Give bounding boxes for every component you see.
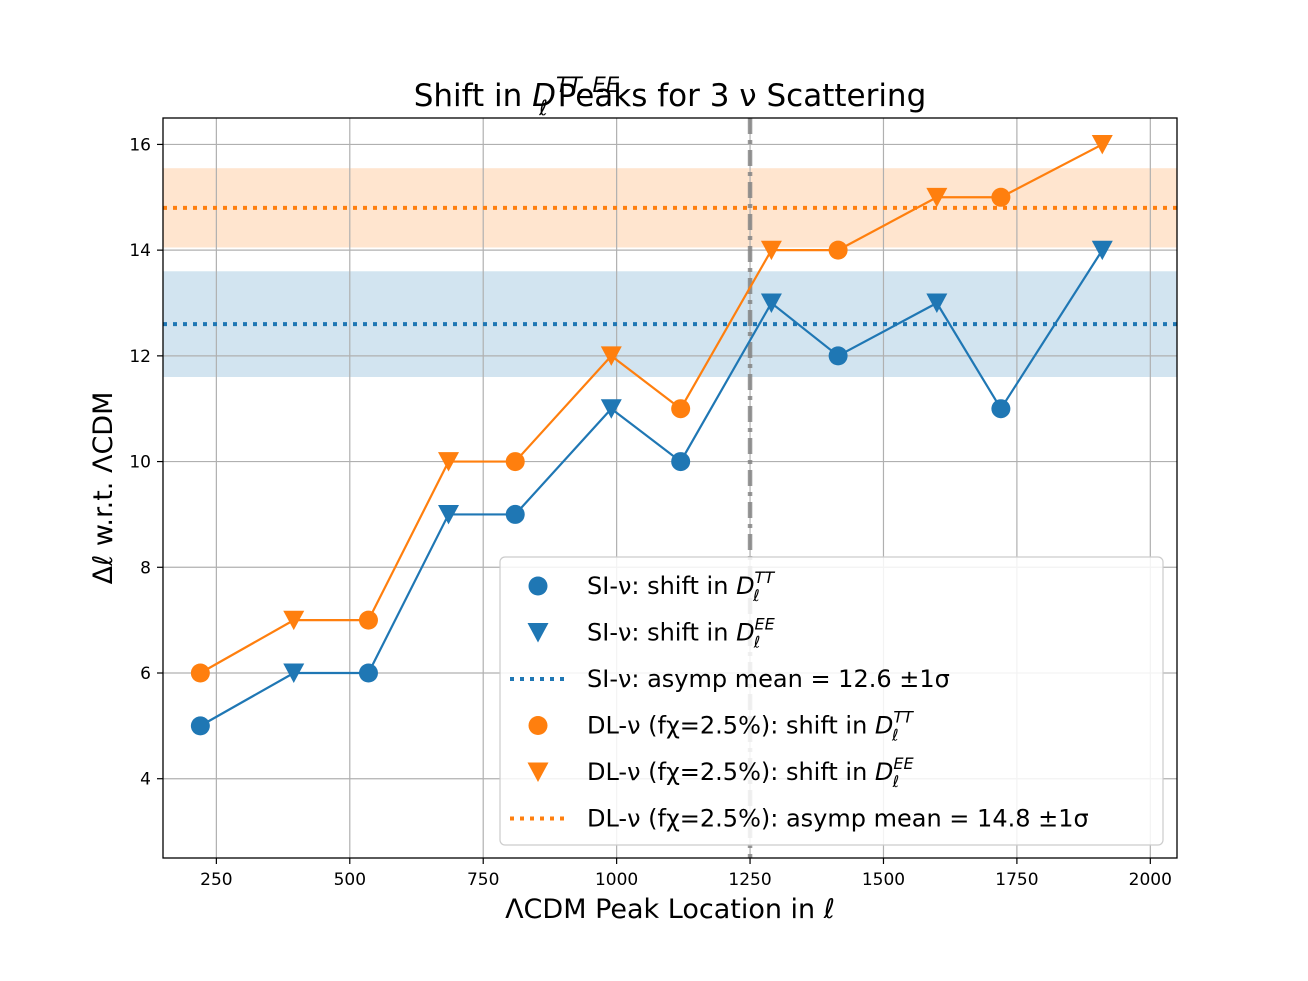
ticks-layer: 250 500 750 1000 1250 1500 1750 2000 4 6 8 10 12 14 16… — [88, 135, 1172, 925]
legend-label: SI-ν: shift in DTT ℓ — [587, 568, 775, 605]
y-tick-label: 16 — [129, 135, 151, 155]
point-si-tt — [190, 716, 210, 736]
point-si-ee — [438, 504, 460, 525]
title-layer: Shift in DTT, EE ℓ Peaks for 3 ν Scatteri… — [414, 73, 927, 120]
legend-label: SI-ν: shift in DEE ℓ — [587, 615, 776, 652]
y-tick-label: 8 — [140, 558, 151, 578]
point-dl-tt — [991, 187, 1011, 207]
x-tick-label: 1500 — [862, 870, 905, 890]
point-si-ee — [283, 663, 305, 683]
y-axis-label: Δℓ w.r.t. ΛCDM — [88, 392, 119, 585]
point-dl-ee — [760, 240, 782, 261]
x-tick-label: 2000 — [1129, 870, 1172, 890]
legend-label: DL-ν (fχ=2.5%): shift in DEE ℓ — [587, 754, 915, 791]
point-dl-ee — [926, 187, 948, 208]
legend-marker-circle — [528, 576, 548, 596]
plot-frame — [162, 117, 1178, 859]
x-tick-label: 1750 — [995, 870, 1038, 890]
point-dl-tt — [358, 610, 378, 630]
band-si — [163, 271, 1177, 377]
point-si-tt — [828, 346, 848, 366]
point-si-tt — [991, 399, 1011, 419]
legend: SI-ν: shift in DTT ℓ SI-ν: shift in DEE ℓ SI… — [499, 556, 1164, 846]
x-tick-label: 750 — [467, 870, 499, 890]
point-dl-tt — [671, 399, 691, 419]
point-si-ee — [1091, 240, 1113, 261]
point-dl-ee — [283, 610, 305, 631]
legend-label: DL-ν (fχ=2.5%): asymp mean = 14.8 ±1σ — [587, 805, 1089, 833]
legend-label: DL-ν (fχ=2.5%): shift in DTT ℓ — [587, 708, 914, 745]
point-si-ee — [926, 293, 948, 313]
series-line-si — [199, 249, 1104, 727]
y-tick-label: 4 — [140, 770, 151, 790]
series-line-dl — [199, 143, 1103, 674]
x-tick-label: 500 — [334, 870, 366, 890]
legend-marker-circle — [528, 716, 548, 735]
y-tick-label: 12 — [129, 347, 151, 367]
series-layer — [190, 134, 1113, 736]
y-tick-label: 14 — [129, 241, 151, 261]
point-dl-tt — [190, 663, 210, 683]
point-dl-ee — [1091, 134, 1113, 155]
point-dl-ee — [600, 346, 622, 366]
point-dl-tt — [505, 452, 525, 472]
legend-marker-triangle — [527, 623, 549, 643]
x-axis-label: ΛCDM Peak Location in ℓ — [505, 894, 835, 925]
y-tick-label: 10 — [129, 453, 151, 473]
x-tick-label: 1250 — [728, 870, 771, 890]
point-si-tt — [505, 504, 525, 524]
band-dl — [163, 168, 1177, 248]
legend-box — [499, 556, 1164, 846]
point-si-tt — [671, 452, 691, 472]
point-si-ee — [600, 399, 622, 419]
point-si-ee — [760, 293, 782, 313]
x-tick-label: 1000 — [595, 870, 638, 890]
x-tick-label: 250 — [200, 870, 232, 890]
point-dl-ee — [438, 452, 460, 472]
bands-layer — [163, 168, 1177, 377]
y-tick-label: 6 — [140, 664, 151, 684]
point-dl-tt — [828, 240, 848, 260]
chart-title: Shift in DTT, EE ℓ Peaks for 3 ν Scatteri… — [414, 73, 927, 120]
point-si-tt — [358, 663, 378, 683]
legend-label: SI-ν: asymp mean = 12.6 ±1σ — [587, 665, 950, 693]
legend-marker-triangle — [527, 762, 549, 782]
